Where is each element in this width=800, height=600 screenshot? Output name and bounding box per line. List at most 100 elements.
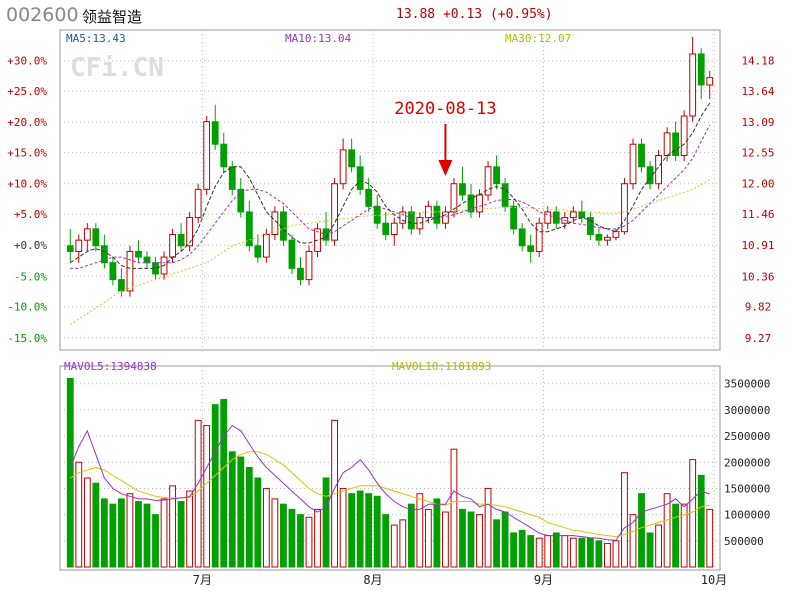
annotation-arrow-head (438, 160, 453, 176)
right-axis-tick-label: 12.00 (741, 178, 774, 191)
right-axis-tick-label: 13.64 (741, 85, 774, 98)
candle-body (595, 234, 603, 241)
candle-body (646, 166, 654, 185)
volume-bar (254, 477, 262, 568)
volume-bar (663, 493, 671, 568)
candle-body (629, 143, 637, 185)
left-axis-tick-label: -5.0% (14, 270, 47, 283)
volume-bar (390, 524, 398, 568)
x-axis-month-label: 8月 (363, 573, 382, 587)
right-axis-tick-label: 10.36 (741, 270, 774, 283)
volume-bar (604, 542, 611, 568)
volume-bar (271, 498, 279, 568)
volume-panel: 3500000 3000000 2500000 2000000 1500000 10000… (59, 360, 770, 587)
candle-body (109, 262, 117, 281)
mavol10-label: MAVOL10:1181893 (392, 360, 491, 373)
volume-bar (194, 419, 202, 568)
volume-bar (493, 519, 500, 568)
right-axis-tick-label: 9.82 (745, 301, 772, 314)
candle-body (100, 245, 108, 264)
mavol5-label: MAVOL5:1394838 (64, 360, 157, 373)
volume-bar (501, 511, 509, 568)
ma5-label: MA5:13.43 (66, 32, 126, 45)
volume-bar (262, 487, 270, 568)
candle-body (544, 211, 552, 224)
date-annotation: 2020-08-13 (394, 99, 496, 119)
ma30-label: MA30:12.07 (505, 32, 571, 45)
volume-bar (569, 537, 577, 568)
right-axis-tick-label: 13.09 (741, 116, 774, 129)
volume-bar (535, 537, 543, 568)
volume-bar (561, 535, 569, 568)
volume-tick-label: 2000000 (724, 456, 770, 469)
left-axis-tick-label: +10.0% (7, 178, 47, 191)
volume-bar (66, 377, 74, 568)
ma10-line (70, 124, 711, 269)
x-axis-month-label: 7月 (193, 573, 212, 587)
volume-bar (407, 503, 415, 568)
volume-bar (143, 503, 151, 568)
volume-bar (365, 493, 373, 568)
volume-tick-label: 3000000 (724, 404, 770, 417)
candle-body (280, 211, 287, 241)
volume-bar (416, 493, 424, 568)
stock-code: 002600 (6, 4, 79, 26)
volume-bar (152, 514, 159, 568)
volume-bar (339, 487, 347, 568)
volume-bar (638, 493, 645, 568)
candle-body (407, 211, 415, 230)
right-axis-tick-label: 10.91 (741, 239, 774, 252)
mavol5-line (69, 424, 710, 541)
volume-bar (689, 459, 697, 568)
candle-body (689, 53, 697, 117)
price-quote: 13.88 +0.13 (+0.95%) (396, 7, 553, 22)
volume-bar (459, 508, 466, 568)
candle-body (442, 211, 449, 224)
candle-body (706, 77, 714, 86)
volume-bar (237, 456, 245, 568)
candle-body (262, 234, 270, 258)
candle-body (365, 188, 373, 207)
candle-body (135, 250, 142, 258)
volume-bar (621, 472, 628, 568)
candle-body (254, 245, 262, 258)
candle-body (638, 143, 645, 168)
volume-bar (586, 537, 594, 568)
volume-bar (160, 498, 168, 568)
volume-bar (373, 495, 381, 568)
volume-bar (629, 514, 637, 568)
volume-bar (680, 503, 688, 568)
candle-body (672, 132, 680, 157)
volume-bar (297, 514, 304, 568)
candle-body (680, 115, 688, 156)
volume-bar (655, 524, 662, 568)
candle-body (92, 228, 100, 247)
candle-body (518, 228, 526, 247)
volume-bar (510, 532, 518, 568)
volume-bar (245, 467, 253, 568)
volume-bar (177, 501, 185, 568)
candle-body (297, 267, 304, 281)
ma30-line (70, 179, 710, 326)
candle-body (228, 166, 236, 190)
right-axis-tick-label: 12.55 (741, 147, 774, 160)
candle-body (75, 239, 83, 252)
volume-bar (484, 487, 492, 568)
volume-bar (527, 535, 535, 568)
volume-bar (126, 493, 134, 568)
price-panel: 14.18 13.64 13.09 12.55 12.00 11.46 10.91 10.36… (7, 29, 775, 351)
candle-body (527, 245, 535, 252)
candle-body (535, 222, 543, 252)
candle-body (450, 183, 458, 213)
candle-body (390, 222, 398, 235)
volume-bar (75, 461, 83, 568)
stock-name: 领益智造 (82, 8, 143, 26)
candle-body (510, 205, 518, 230)
candle-body (655, 155, 662, 185)
volume-bar (382, 514, 390, 568)
volume-bar (288, 508, 296, 568)
candle-body (569, 211, 577, 219)
volume-bar (612, 540, 620, 568)
volume-tick-label: 1000000 (724, 509, 770, 522)
volume-bar (305, 516, 313, 568)
